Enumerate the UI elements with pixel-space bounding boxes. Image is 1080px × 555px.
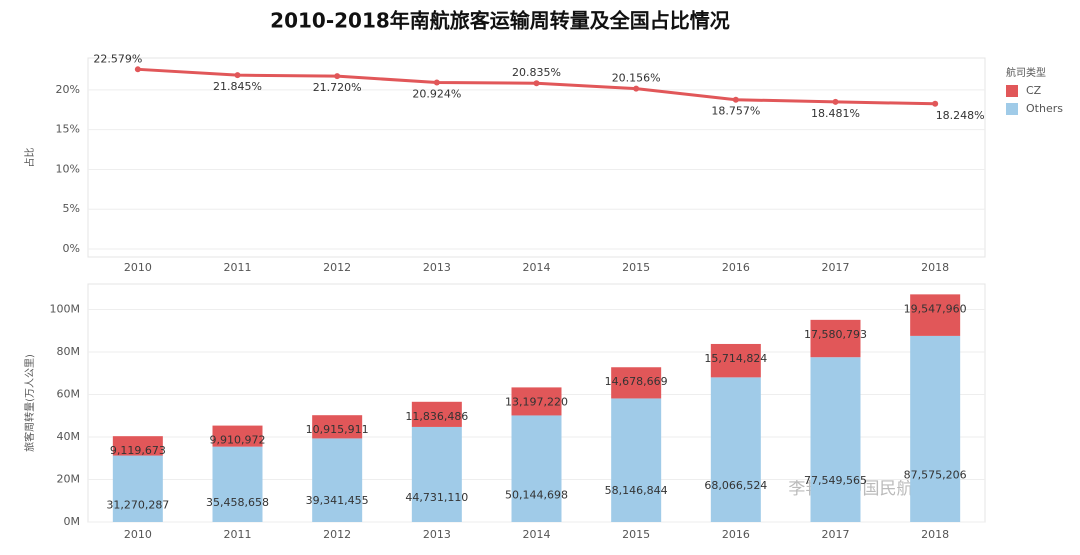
bar-segment: [411, 401, 462, 427]
bar-segment: [710, 377, 761, 522]
legend-swatch: [1006, 85, 1018, 97]
bar-segment: [810, 357, 861, 522]
data-label: 22.579%: [93, 52, 142, 65]
data-label: 10,915,911: [306, 423, 369, 436]
data-label: 13,197,220: [505, 395, 568, 408]
x-tick-label: 2010: [124, 261, 152, 274]
y-tick-label: 100M: [50, 303, 81, 316]
bar-segment: [910, 335, 961, 522]
x-tick-label: 2014: [523, 528, 551, 541]
y-axis-label: 旅客周转量(万人公里): [23, 354, 36, 452]
point: [134, 66, 141, 73]
y-tick-label: 10%: [56, 162, 80, 175]
data-label: 14,678,669: [605, 375, 668, 388]
y-tick-label: 60M: [57, 388, 81, 401]
bar-segment: [611, 367, 662, 399]
x-tick-label: 2010: [124, 528, 152, 541]
data-label: 20.924%: [412, 87, 461, 100]
x-tick-label: 2013: [423, 528, 451, 541]
data-label: 18.248%: [936, 109, 985, 122]
x-tick-label: 2018: [921, 261, 949, 274]
x-tick-label: 2013: [423, 261, 451, 274]
data-label: 68,066,524: [704, 479, 767, 492]
data-label: 18.481%: [811, 107, 860, 120]
x-tick-label: 2011: [224, 261, 252, 274]
y-tick-label: 20%: [56, 83, 80, 96]
y-tick-label: 15%: [56, 123, 80, 136]
y-tick-label: 40M: [57, 430, 81, 443]
point: [433, 79, 440, 86]
x-tick-label: 2014: [523, 261, 551, 274]
data-label: 9,119,673: [110, 444, 166, 457]
x-tick-label: 2012: [323, 528, 351, 541]
data-label: 31,270,287: [106, 498, 169, 511]
chart-title: 2010-2018年南航旅客运输周转量及全国占比情况: [270, 9, 730, 33]
bar-segment: [910, 294, 961, 336]
legend-label: CZ: [1026, 84, 1042, 97]
data-label: 87,575,206: [904, 468, 967, 481]
point: [234, 72, 241, 79]
x-tick-label: 2016: [722, 528, 750, 541]
data-label: 19,547,960: [904, 302, 967, 315]
data-label: 44,731,110: [405, 491, 468, 504]
point: [334, 73, 341, 80]
bar-segment: [810, 319, 861, 358]
x-tick-label: 2015: [622, 261, 650, 274]
legend-title: 航司类型: [1006, 66, 1046, 79]
x-tick-label: 2015: [622, 528, 650, 541]
point: [832, 98, 839, 105]
y-tick-label: 5%: [63, 202, 80, 215]
bar-segment: [212, 425, 263, 447]
y-tick-label: 80M: [57, 345, 81, 358]
point: [732, 96, 739, 103]
data-label: 18.757%: [711, 105, 760, 118]
data-label: 17,580,793: [804, 328, 867, 341]
bar-segment: [312, 438, 363, 522]
point: [533, 80, 540, 87]
x-tick-label: 2018: [921, 528, 949, 541]
y-axis-label: 占比: [23, 148, 36, 168]
legend-label: Others: [1026, 102, 1063, 115]
bar-segment: [212, 446, 263, 522]
data-label: 58,146,844: [605, 484, 668, 497]
y-tick-label: 20M: [57, 473, 81, 486]
bar-segment: [511, 415, 562, 522]
legend-swatch: [1006, 103, 1018, 115]
bar-segment: [511, 387, 562, 416]
bar-segment: [710, 343, 761, 378]
point: [633, 85, 640, 92]
data-label: 21.845%: [213, 80, 262, 93]
bar-segment: [112, 436, 163, 456]
data-label: 9,910,972: [210, 434, 266, 447]
data-label: 77,549,565: [804, 474, 867, 487]
x-tick-label: 2017: [822, 261, 850, 274]
data-label: 11,836,486: [405, 410, 468, 423]
bar-segment: [312, 415, 363, 439]
y-tick-label: 0%: [63, 242, 80, 255]
x-tick-label: 2016: [722, 261, 750, 274]
data-label: 20.835%: [512, 66, 561, 79]
bar-segment: [411, 426, 462, 522]
data-label: 50,144,698: [505, 488, 568, 501]
bar-segment: [112, 455, 163, 522]
bar-segment: [611, 398, 662, 522]
x-tick-label: 2012: [323, 261, 351, 274]
data-label: 20.156%: [612, 72, 661, 85]
data-label: 39,341,455: [306, 494, 369, 507]
panel-frame: [87, 57, 986, 258]
point: [932, 100, 939, 107]
y-tick-label: 0M: [64, 515, 81, 528]
data-label: 21.720%: [313, 81, 362, 94]
data-label: 15,714,824: [704, 352, 767, 365]
x-tick-label: 2011: [224, 528, 252, 541]
x-tick-label: 2017: [822, 528, 850, 541]
data-label: 35,458,658: [206, 496, 269, 509]
